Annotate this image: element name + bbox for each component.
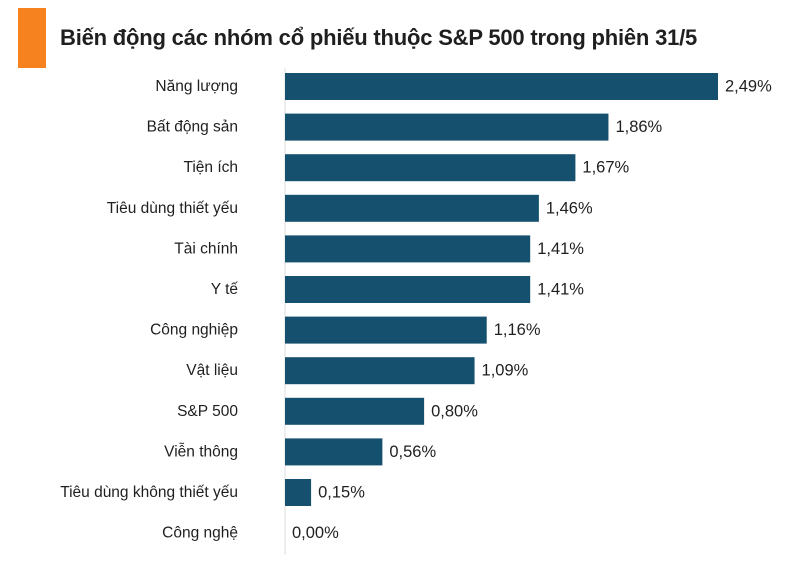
- data-label: 0,56%: [389, 443, 436, 461]
- data-label: 1,41%: [537, 240, 584, 258]
- category-label: Bất động sản: [147, 119, 238, 136]
- data-label: 0,80%: [431, 402, 478, 420]
- category-label: Viễn thông: [164, 443, 238, 460]
- bar: [285, 438, 383, 466]
- data-label: 1,16%: [494, 321, 541, 339]
- data-label: 2,49%: [725, 78, 772, 96]
- data-label: 1,09%: [482, 362, 529, 380]
- category-label: Năng lượng: [155, 78, 238, 95]
- bar: [285, 357, 475, 385]
- category-label: Tài chính: [174, 240, 238, 257]
- chart-title: Biến động các nhóm cổ phiếu thuộc S&P 50…: [60, 25, 698, 50]
- category-label: S&P 500: [177, 403, 238, 420]
- category-label: Vật liệu: [186, 362, 238, 379]
- data-label: 1,46%: [546, 199, 593, 217]
- category-label: Tiêu dùng không thiết yếu: [60, 484, 238, 501]
- data-label: 1,41%: [537, 281, 584, 299]
- category-label: Công nghiệp: [150, 322, 238, 339]
- bar: [285, 194, 539, 222]
- bar: [285, 316, 487, 344]
- bar: [285, 235, 531, 263]
- category-label: Công nghệ: [162, 525, 238, 542]
- bar: [285, 154, 576, 182]
- category-label: Tiêu dùng thiết yếu: [107, 200, 238, 217]
- title-accent-bar: [18, 8, 46, 68]
- data-label: 0,15%: [318, 484, 365, 502]
- bar: [285, 276, 531, 303]
- bar: [285, 113, 609, 141]
- category-label: Tiện ích: [183, 159, 238, 176]
- bar: [285, 397, 425, 425]
- data-label: 1,86%: [615, 118, 662, 136]
- data-label: 1,67%: [582, 159, 629, 177]
- data-label: 0,00%: [292, 524, 339, 542]
- bar: [285, 73, 718, 100]
- category-label: Y tế: [211, 281, 239, 298]
- bar: [285, 479, 312, 506]
